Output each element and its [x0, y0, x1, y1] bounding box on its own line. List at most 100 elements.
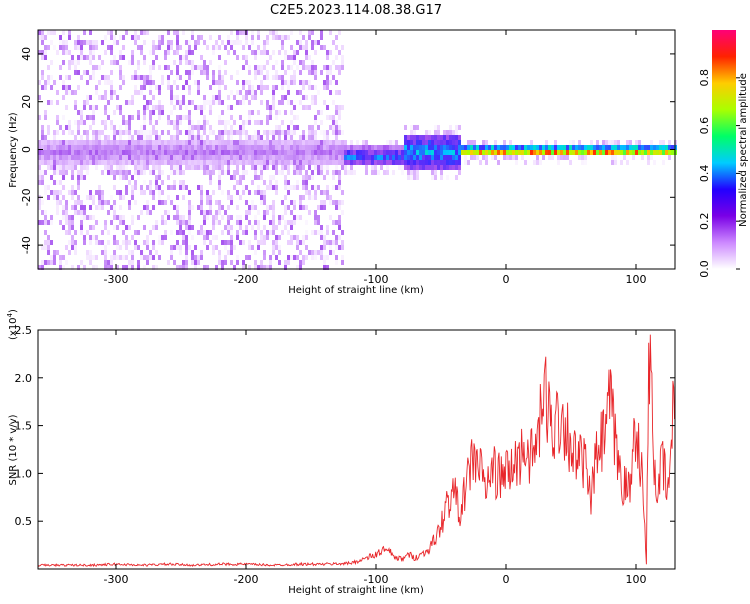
spectrogram-cell	[425, 155, 428, 160]
spectrogram-cell	[179, 130, 182, 135]
spectrogram-cell	[47, 195, 50, 200]
spectrogram-cell	[152, 165, 155, 170]
spectrogram-cell	[269, 185, 272, 190]
spectrogram-cell	[107, 80, 110, 85]
spectrogram-cell	[314, 130, 317, 135]
spectrogram-cell	[167, 140, 170, 145]
spectrogram-cell	[236, 165, 239, 170]
spectrogram-cell	[275, 85, 278, 90]
spectrogram-cell	[293, 150, 296, 155]
spectrogram-cell	[71, 190, 74, 195]
spectrogram-cell	[446, 135, 449, 140]
spectrogram-cell	[626, 160, 629, 165]
spectrogram-cell	[50, 40, 53, 45]
spectrogram-cell	[263, 145, 266, 150]
spectrogram-cell	[203, 70, 206, 75]
spectrogram-cell	[338, 245, 341, 250]
spectrogram-cell	[287, 150, 290, 155]
spectrogram-cell	[134, 170, 137, 175]
spectrogram-cell	[179, 225, 182, 230]
spectrogram-cell	[41, 180, 44, 185]
spectrogram-cell	[188, 140, 191, 145]
spectrogram-cell	[290, 255, 293, 260]
spectrogram-cell	[143, 205, 146, 210]
spectrogram-cell	[62, 170, 65, 175]
spectrogram-cell	[311, 95, 314, 100]
spectrogram-cell	[221, 265, 224, 270]
spectrogram-cell	[569, 145, 572, 150]
spectrogram-cell	[290, 225, 293, 230]
spectrogram-cell	[431, 140, 434, 145]
spectrogram-cell	[44, 110, 47, 115]
spectrogram-cell	[326, 225, 329, 230]
spectrogram-cell	[215, 150, 218, 155]
snr-xaxis-tick-label: -100	[364, 573, 389, 586]
spectrogram-cell	[305, 135, 308, 140]
spectrogram-cell	[473, 145, 476, 150]
spectrogram-cell	[149, 135, 152, 140]
spectrogram-cell	[296, 140, 299, 145]
spectrogram-cell	[212, 130, 215, 135]
spectrogram-cell	[326, 170, 329, 175]
spectrogram-cell	[512, 150, 515, 155]
spectrogram-cell	[239, 240, 242, 245]
spectrogram-cell	[614, 145, 617, 150]
spectrogram-cell	[74, 90, 77, 95]
spectrogram-cell	[155, 120, 158, 125]
spectrogram-cell	[218, 200, 221, 205]
spectrogram-cell	[86, 195, 89, 200]
spectrogram-cell	[419, 140, 422, 145]
spectrogram-cell	[143, 240, 146, 245]
spectrogram-cell	[251, 245, 254, 250]
spectrogram-cell	[302, 45, 305, 50]
spectrogram-cell	[77, 180, 80, 185]
spectrogram-cell	[203, 40, 206, 45]
spectrogram-cell	[62, 40, 65, 45]
spectrogram-cell	[41, 30, 44, 35]
spectrogram-cell	[302, 260, 305, 265]
spectrogram-cell	[335, 160, 338, 165]
spectrogram-cell	[209, 240, 212, 245]
spectrogram-cell	[122, 80, 125, 85]
spectrogram-cell	[284, 260, 287, 265]
spectrogram-cell	[296, 90, 299, 95]
spectrogram-cell	[143, 55, 146, 60]
spectrogram-cell	[89, 125, 92, 130]
spectrogram-cell	[176, 150, 179, 155]
spectrogram-cell	[104, 245, 107, 250]
spectrogram-cell	[86, 40, 89, 45]
spectrogram-cell	[302, 130, 305, 135]
spectrogram-cell	[65, 210, 68, 215]
spectrogram-cell	[134, 150, 137, 155]
spectrogram-cell	[167, 160, 170, 165]
spectrogram-cell	[38, 95, 41, 100]
spectrogram-cell	[257, 185, 260, 190]
spectrogram-cell	[161, 35, 164, 40]
spectrogram-cell	[302, 235, 305, 240]
spectrogram-cell	[209, 145, 212, 150]
spectrogram-cell	[119, 255, 122, 260]
spectrogram-cell	[257, 225, 260, 230]
spectrogram-cell	[401, 145, 404, 150]
spectrogram-cell	[143, 170, 146, 175]
spectrogram-cell	[152, 255, 155, 260]
spectrogram-cell	[194, 155, 197, 160]
spectrogram-cell	[263, 140, 266, 145]
spectrogram-cell	[59, 255, 62, 260]
spectrogram-cell	[200, 255, 203, 260]
spectrogram-cell	[182, 220, 185, 225]
spectrogram-cell	[74, 150, 77, 155]
spectrogram-cell	[320, 235, 323, 240]
spectrogram-cell	[95, 265, 98, 270]
snr-line	[37, 334, 675, 568]
spectrogram-cell	[41, 55, 44, 60]
spectrogram-cell	[179, 155, 182, 160]
spectrogram-cell	[572, 150, 575, 155]
spectrogram-cell	[155, 135, 158, 140]
spectrogram-cell	[161, 180, 164, 185]
spectrogram-cell	[95, 235, 98, 240]
spectrogram-cell	[317, 155, 320, 160]
spectrogram-cell	[668, 155, 671, 160]
snr-xaxis-tick-label: -200	[234, 573, 259, 586]
spectrogram-cell	[350, 165, 353, 170]
